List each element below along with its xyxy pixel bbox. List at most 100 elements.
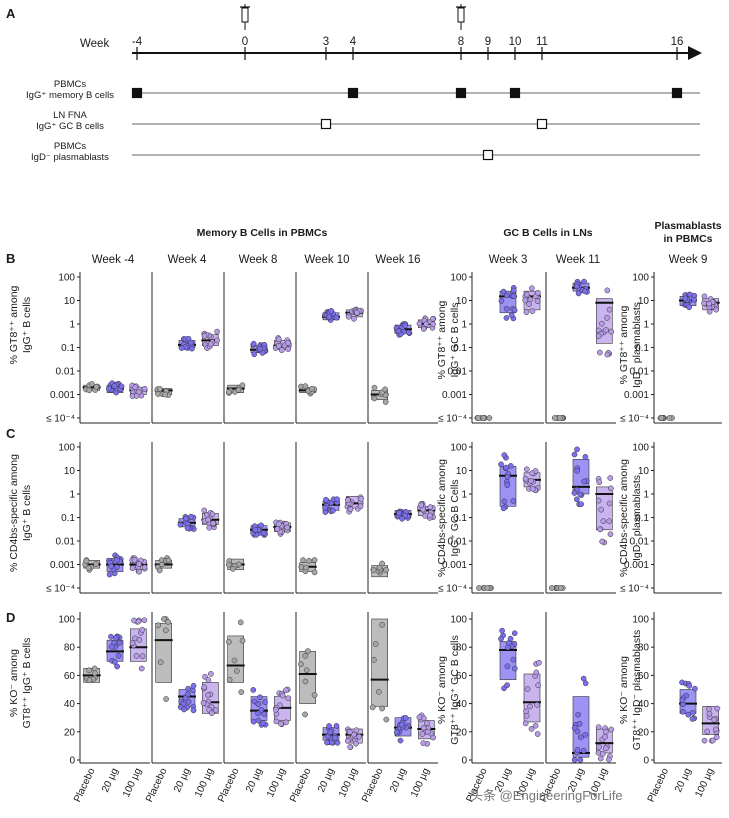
x-category-label: Placebo (646, 766, 671, 804)
data-point (226, 676, 233, 683)
data-point (93, 383, 100, 390)
data-point (155, 622, 162, 629)
data-point (582, 732, 589, 738)
data-point (157, 659, 164, 666)
y-tick-label: 10 (64, 296, 76, 307)
data-point (93, 561, 99, 567)
data-point (523, 466, 530, 473)
data-point (345, 497, 351, 503)
data-point (689, 716, 696, 722)
x-category-label: 100 µg (409, 767, 432, 800)
panel-2-2 (223, 612, 294, 764)
data-point (499, 627, 505, 634)
data-point (577, 734, 584, 741)
data-point (86, 667, 92, 674)
y-tick-label: 100 (450, 273, 467, 284)
data-point (606, 518, 613, 525)
y-tick-label: ≤ 10⁻⁴ (46, 414, 75, 425)
x-category-label: 100 µg (265, 767, 288, 800)
data-point (308, 385, 315, 392)
y-tick-label: 100 (58, 273, 75, 284)
data-point (278, 347, 285, 354)
y-tick-label: ≤ 10⁻⁴ (438, 414, 467, 425)
data-point (706, 308, 713, 315)
data-point (133, 652, 140, 659)
ylabel-b-memory-line1: % GT8⁺⁺ among (8, 285, 20, 364)
filled-square-marker (509, 87, 521, 99)
data-point (273, 718, 280, 725)
data-point (383, 567, 389, 573)
data-point (402, 715, 409, 721)
timeline-tick-label: 11 (536, 36, 548, 48)
panel-letter-c: C (6, 426, 16, 441)
data-point (235, 387, 242, 393)
y-tick-label: 0.01 (56, 367, 76, 378)
y-tick-label: 1 (643, 490, 649, 501)
data-point (371, 384, 378, 391)
y-tick-label: 0.01 (630, 537, 650, 548)
x-category-label: 20 µg (100, 767, 121, 795)
data-point (679, 697, 686, 703)
data-point (528, 725, 535, 732)
data-point (278, 720, 284, 727)
data-point (214, 328, 220, 335)
panel-2-7: 100 80 60 40 20 0 (632, 612, 722, 767)
timeline-tick-label: 0 (242, 36, 248, 48)
y-tick-label: 60 (456, 671, 468, 682)
header-plasmablasts-line2: in PBMCs (663, 233, 712, 245)
timeline-arrow-icon (688, 46, 702, 60)
data-point (91, 670, 98, 677)
ylabel-c-gc-line2: IgG⁺ GC B Cells (449, 479, 461, 556)
syringe-barrel (241, 7, 249, 23)
column-label-week-11: Week 11 (556, 254, 600, 266)
data-point (508, 312, 515, 318)
data-point (108, 633, 114, 640)
timeline-tick-label: 16 (671, 36, 684, 48)
x-category-label: Placebo (360, 766, 385, 804)
data-point (480, 415, 487, 421)
data-point (334, 496, 340, 503)
data-point (606, 306, 613, 313)
data-point (326, 723, 332, 729)
y-tick-label: 0.1 (635, 343, 649, 354)
data-point (161, 616, 167, 622)
timeline-tick-label: 3 (323, 36, 329, 48)
y-tick-label: 100 (58, 615, 75, 626)
data-point (187, 339, 194, 346)
filled-square-marker (671, 87, 683, 99)
data-point (501, 498, 508, 505)
panel-2-0: 100 80 60 40 20 0 (58, 612, 150, 767)
data-point (136, 561, 142, 568)
data-point (595, 333, 602, 339)
y-tick-label: 40 (456, 699, 468, 710)
y-tick-label: 0.01 (630, 367, 650, 378)
data-point (706, 710, 713, 717)
data-point (91, 665, 98, 672)
ylabel-c-memory-line2: IgG⁺ B cells (21, 485, 33, 541)
data-point (599, 538, 606, 545)
ylabel-b-gc-line1: % GT8⁺⁺ among (436, 300, 448, 379)
data-point (190, 707, 197, 714)
data-point (86, 387, 93, 394)
x-category-label: Placebo (72, 766, 97, 804)
data-point (704, 728, 711, 735)
data-point (604, 351, 611, 358)
data-point (423, 321, 430, 327)
data-point (238, 689, 245, 695)
data-point (580, 675, 587, 682)
data-point (712, 726, 719, 733)
y-tick-label: 1 (69, 320, 75, 331)
data-point (111, 383, 118, 389)
data-point (329, 739, 335, 746)
data-point (250, 718, 257, 725)
x-category-label: 20 µg (172, 767, 193, 795)
x-category-label: 20 µg (673, 767, 694, 795)
data-point (548, 585, 555, 591)
x-category-label: 100 µg (337, 767, 360, 800)
data-point (534, 701, 540, 708)
data-point (418, 502, 425, 508)
data-point (136, 637, 143, 643)
data-point (300, 557, 306, 563)
y-tick-label: 100 (450, 443, 467, 454)
data-point (522, 297, 529, 304)
